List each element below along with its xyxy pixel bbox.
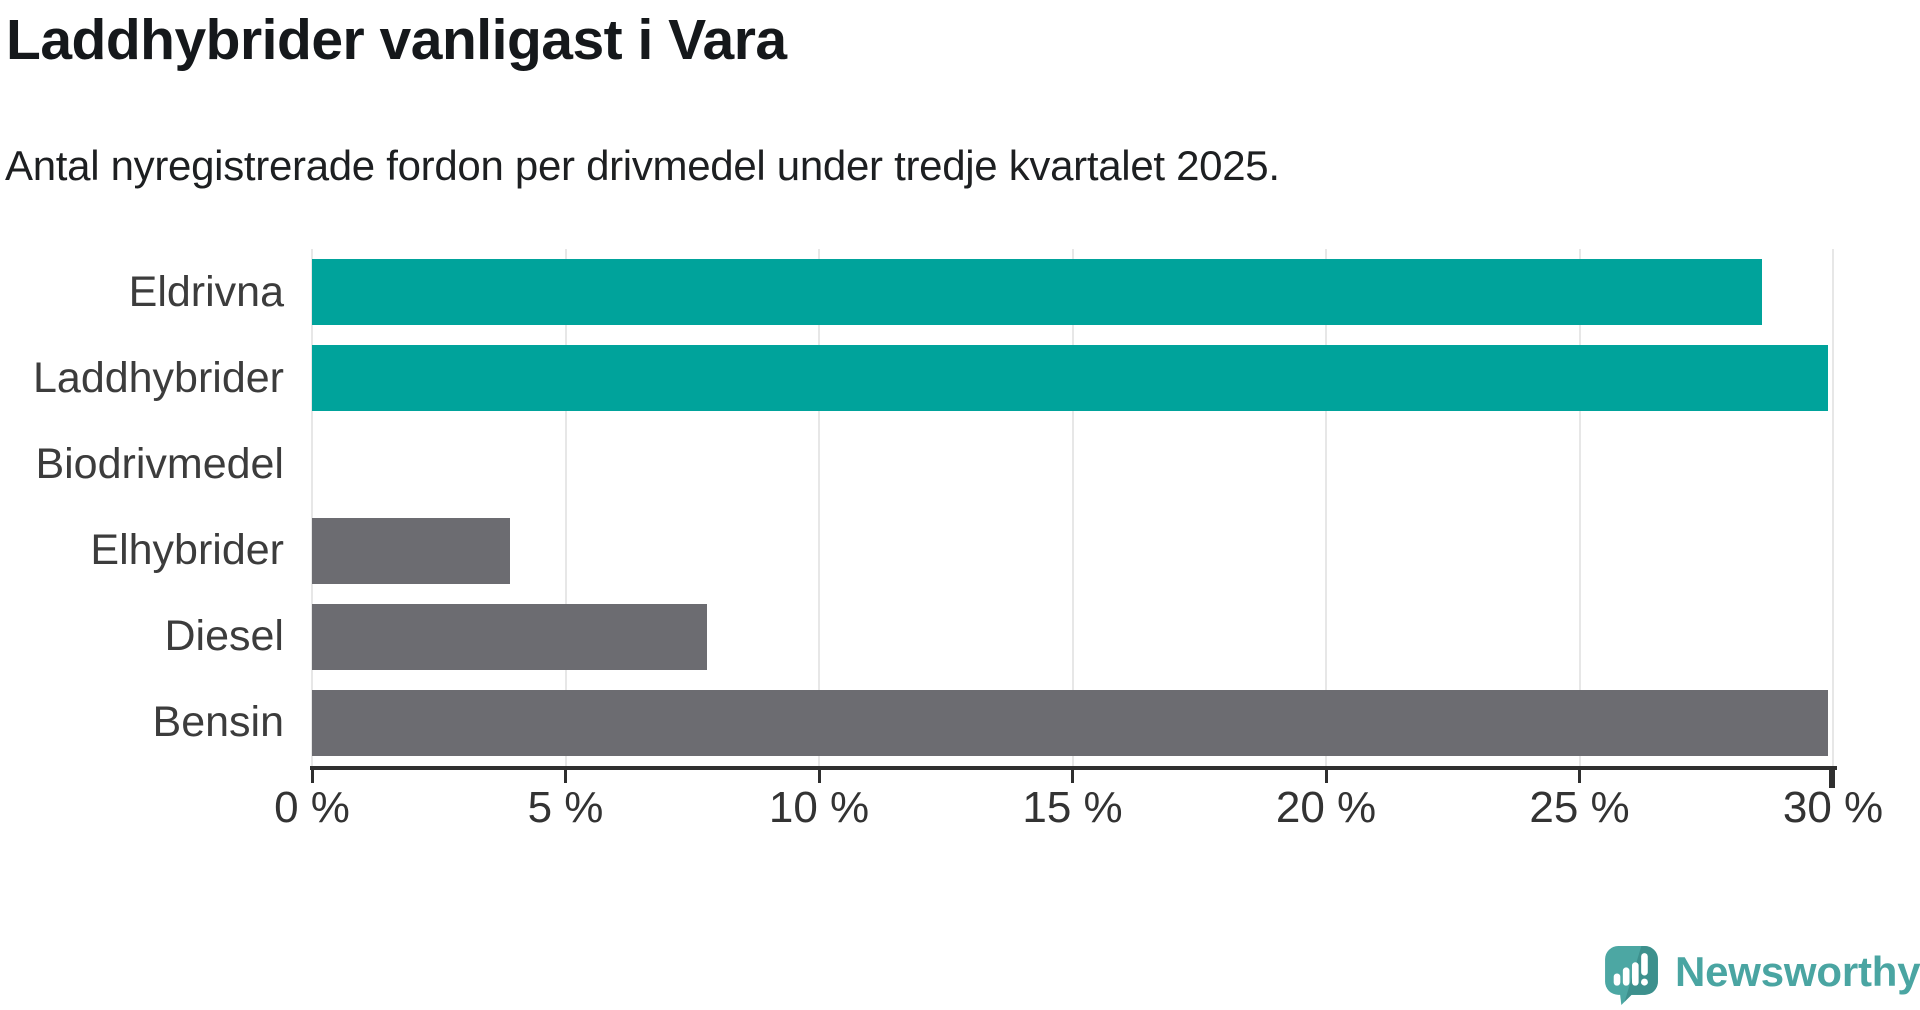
- x-tick-label-15: 15 %: [1022, 783, 1123, 832]
- x-tick-10: [817, 770, 821, 783]
- x-tick-15: [1071, 770, 1074, 783]
- plot-area: [311, 249, 1834, 766]
- newsworthy-speech-bubble-chart-icon: [1605, 946, 1658, 1005]
- x-tick-25: [1578, 770, 1581, 783]
- x-tick-label-0: 0 %: [274, 783, 350, 832]
- x-tick-0: [310, 770, 314, 783]
- x-tick-label-5: 5 %: [527, 783, 604, 832]
- bar-elhybrider: [312, 517, 510, 584]
- chart-subtitle: Antal nyregistrerade fordon per drivmede…: [5, 142, 1280, 189]
- gridline-20: [1325, 249, 1327, 766]
- category-label-eldrivna: Eldrivna: [128, 267, 284, 316]
- bar-diesel: [312, 603, 708, 670]
- x-axis-line: [310, 766, 1837, 770]
- category-label-diesel: Diesel: [164, 612, 285, 661]
- category-label-bensin: Bensin: [152, 698, 284, 747]
- x-tick-30: [1828, 770, 1835, 788]
- gridline-30: [1832, 249, 1834, 766]
- bar-laddhybrider: [312, 345, 1828, 412]
- category-axis: Eldrivna Laddhybrider Biodrivmedel Elhybrid…: [0, 249, 286, 766]
- gridline-15: [1071, 249, 1074, 766]
- category-label-laddhybrider: Laddhybrider: [32, 353, 284, 402]
- bar-bensin: [312, 689, 1828, 756]
- gridline-0: [311, 249, 313, 766]
- newsworthy-logo-text: Newsworthy: [1675, 947, 1920, 995]
- x-tick-label-25: 25 %: [1529, 783, 1630, 832]
- x-tick-label-10: 10 %: [768, 783, 870, 832]
- newsworthy-logo: Newsworthy: [1604, 945, 1920, 1006]
- category-label-biodrivmedel: Biodrivmedel: [35, 439, 284, 488]
- category-label-elhybrider: Elhybrider: [90, 526, 284, 575]
- chart-title: Laddhybrider vanligast i Vara: [6, 8, 787, 72]
- gridline-25: [1578, 249, 1581, 766]
- x-tick-label-30: 30 %: [1782, 783, 1884, 832]
- gridline-10: [818, 249, 820, 766]
- x-tick-20: [1324, 770, 1328, 783]
- x-tick-5: [564, 770, 567, 783]
- x-tick-label-20: 20 %: [1275, 783, 1377, 832]
- gridline-5: [564, 249, 567, 766]
- bar-eldrivna: [312, 259, 1763, 326]
